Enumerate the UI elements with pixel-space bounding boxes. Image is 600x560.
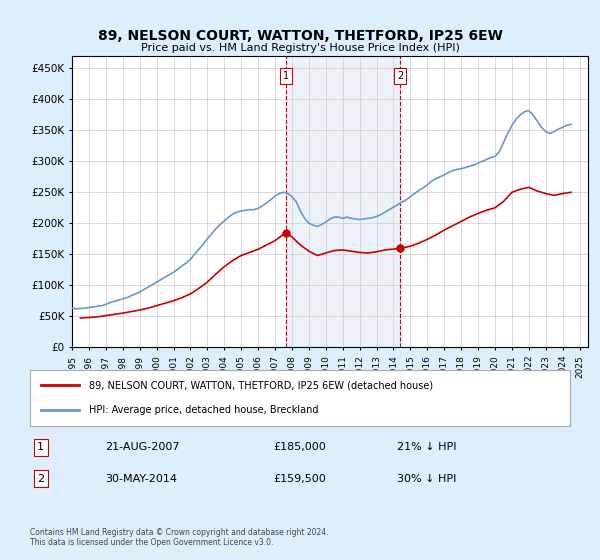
Text: 2: 2 (397, 71, 404, 81)
Text: Price paid vs. HM Land Registry's House Price Index (HPI): Price paid vs. HM Land Registry's House … (140, 43, 460, 53)
Text: £159,500: £159,500 (273, 474, 326, 483)
Text: 30-MAY-2014: 30-MAY-2014 (106, 474, 178, 483)
Text: 89, NELSON COURT, WATTON, THETFORD, IP25 6EW: 89, NELSON COURT, WATTON, THETFORD, IP25… (98, 29, 502, 44)
Text: 21% ↓ HPI: 21% ↓ HPI (397, 442, 457, 452)
Bar (286, 56, 400, 347)
Text: Contains HM Land Registry data © Crown copyright and database right 2024.
This d: Contains HM Land Registry data © Crown c… (30, 528, 329, 547)
Text: 89, NELSON COURT, WATTON, THETFORD, IP25 6EW (detached house): 89, NELSON COURT, WATTON, THETFORD, IP25… (89, 380, 434, 390)
Text: 21-AUG-2007: 21-AUG-2007 (106, 442, 180, 452)
Text: 30% ↓ HPI: 30% ↓ HPI (397, 474, 457, 483)
Text: 2: 2 (37, 474, 44, 483)
Text: £185,000: £185,000 (273, 442, 326, 452)
Text: 1: 1 (37, 442, 44, 452)
Text: HPI: Average price, detached house, Breckland: HPI: Average price, detached house, Brec… (89, 405, 319, 415)
Text: 1: 1 (283, 71, 289, 81)
